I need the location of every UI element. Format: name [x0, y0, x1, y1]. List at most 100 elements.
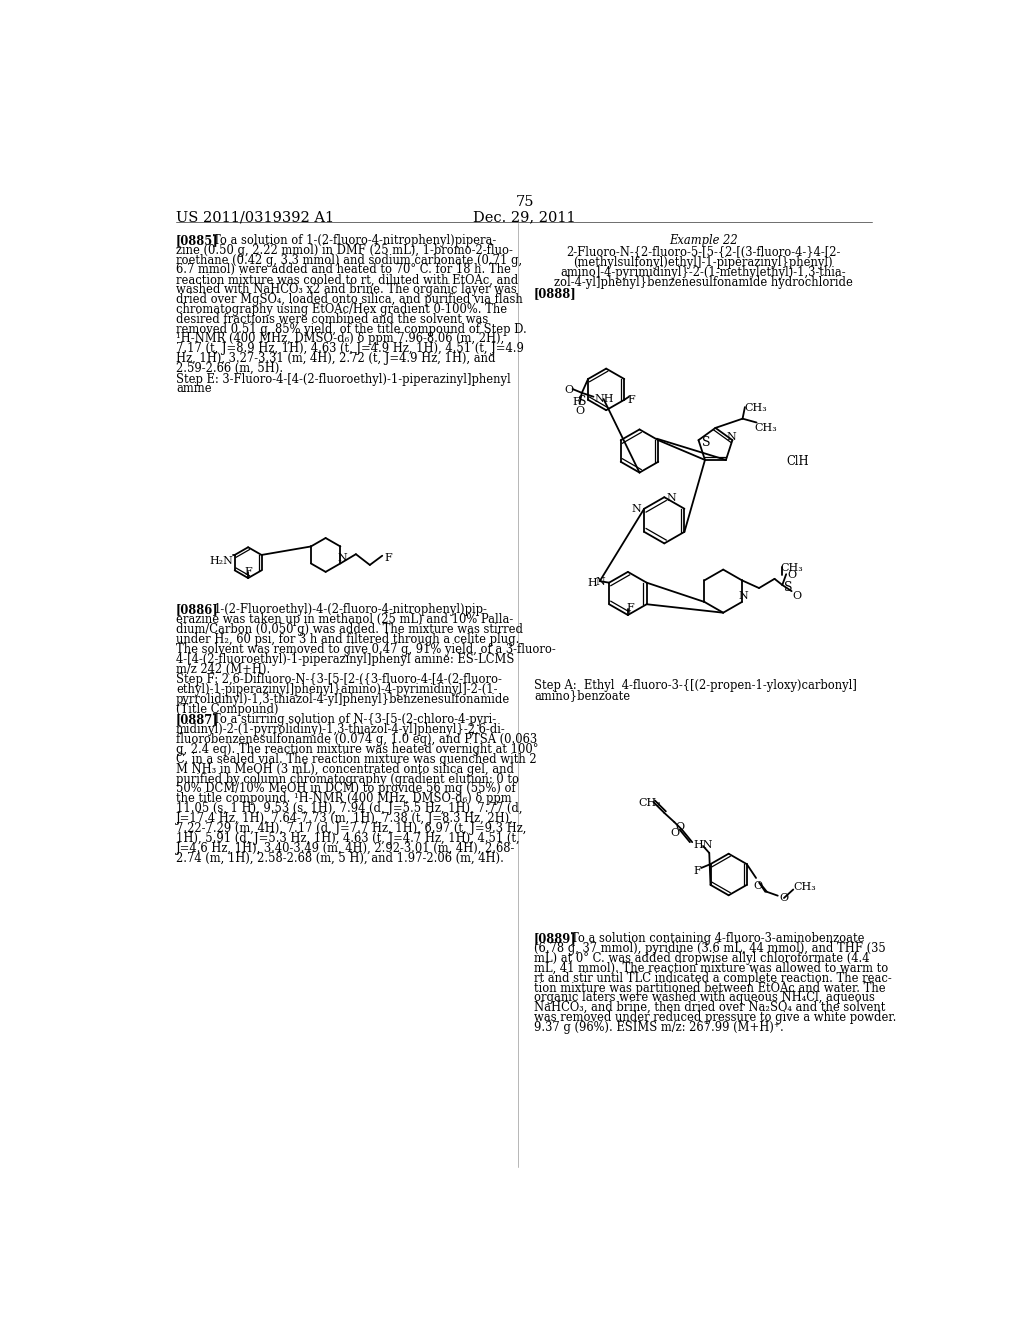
Text: (Title Compound): (Title Compound) [176, 702, 279, 715]
Text: [0887]: [0887] [176, 713, 219, 726]
Text: CH₃: CH₃ [780, 564, 803, 573]
Text: To a solution containing 4-fluoro-3-aminobenzoate: To a solution containing 4-fluoro-3-amin… [571, 932, 865, 945]
Text: 11.05 (s, 1 H), 9.53 (s, 1H), 7.94 (d, J=5.5 Hz, 1H), 7.77 (d,: 11.05 (s, 1 H), 9.53 (s, 1H), 7.94 (d, J… [176, 803, 522, 816]
Text: washed with NaHCO₃ x2 and brine. The organic layer was: washed with NaHCO₃ x2 and brine. The org… [176, 284, 517, 296]
Text: fluorobenzenesulfonamide (0.074 g, 1.0 eq), and PTSA (0.063: fluorobenzenesulfonamide (0.074 g, 1.0 e… [176, 733, 538, 746]
Text: zine (0.50 g, 2.22 mmol) in DMF (25 mL), 1-bromo-2-fluo-: zine (0.50 g, 2.22 mmol) in DMF (25 mL),… [176, 244, 513, 256]
Text: N: N [595, 577, 605, 587]
Text: NaHCO₃, and brine, then dried over Na₂SO₄ and the solvent: NaHCO₃, and brine, then dried over Na₂SO… [535, 1002, 886, 1014]
Text: ClH: ClH [786, 455, 809, 467]
Text: CH₂: CH₂ [638, 797, 660, 808]
Text: removed 0.51 g, 85% yield, of the title compound of Step D.: removed 0.51 g, 85% yield, of the title … [176, 322, 526, 335]
Text: NH: NH [594, 393, 613, 404]
Text: was removed under reduced pressure to give a white powder.: was removed under reduced pressure to gi… [535, 1011, 896, 1024]
Text: 6.7 mmol) were added and heated to 70° C. for 18 h. The: 6.7 mmol) were added and heated to 70° C… [176, 264, 511, 276]
Text: dried over MgSO₄, loaded onto silica, and purified via flash: dried over MgSO₄, loaded onto silica, an… [176, 293, 523, 306]
Text: J=17.4 Hz, 1H), 7.64-7.73 (m, 1H), 7.38 (t, J=8.3 Hz, 2H),: J=17.4 Hz, 1H), 7.64-7.73 (m, 1H), 7.38 … [176, 812, 514, 825]
Text: N: N [667, 492, 677, 503]
Text: Example 22: Example 22 [669, 234, 737, 247]
Text: mL, 41 mmol). The reaction mixture was allowed to warm to: mL, 41 mmol). The reaction mixture was a… [535, 962, 889, 974]
Text: desired fractions were combined and the solvent was: desired fractions were combined and the … [176, 313, 488, 326]
Text: tion mixture was partitioned between EtOAc and water. The: tion mixture was partitioned between EtO… [535, 982, 886, 994]
Text: C. in a sealed vial. The reaction mixture was quenched with 2: C. in a sealed vial. The reaction mixtur… [176, 752, 537, 766]
Text: pyrrolidinyl)-1,3-thiazol-4-yl]phenyl}benzenesulfonamide: pyrrolidinyl)-1,3-thiazol-4-yl]phenyl}be… [176, 693, 510, 706]
Text: 9.37 g (96%). ESIMS m/z: 267.99 (M+H)⁺.: 9.37 g (96%). ESIMS m/z: 267.99 (M+H)⁺. [535, 1020, 783, 1034]
Text: O: O [671, 829, 680, 838]
Text: S: S [578, 395, 587, 408]
Text: O: O [754, 880, 763, 891]
Text: J=4.6 Hz, 1H), 3.40-3.49 (m, 4H), 2.92-3.01 (m, 4H), 2.68-: J=4.6 Hz, 1H), 3.40-3.49 (m, 4H), 2.92-3… [176, 842, 515, 854]
Text: rt and stir until TLC indicated a complete reaction. The reac-: rt and stir until TLC indicated a comple… [535, 972, 892, 985]
Text: Step E: 3-Fluoro-4-[4-(2-fluoroethyl)-1-piperazinyl]phenyl: Step E: 3-Fluoro-4-[4-(2-fluoroethyl)-1-… [176, 372, 511, 385]
Text: 75: 75 [515, 195, 535, 210]
Text: CH₃: CH₃ [744, 404, 767, 413]
Text: ethyl)-1-piperazinyl]phenyl}amino)-4-pyrimidinyl]-2-(1-: ethyl)-1-piperazinyl]phenyl}amino)-4-pyr… [176, 682, 498, 696]
Text: O: O [786, 570, 796, 579]
Text: purified by column chromatography (gradient elution: 0 to: purified by column chromatography (gradi… [176, 772, 519, 785]
Text: chromatography using EtOAc/Hex gradient 0-100%. The: chromatography using EtOAc/Hex gradient … [176, 302, 507, 315]
Text: dium/Carbon (0.050 g) was added. The mixture was stirred: dium/Carbon (0.050 g) was added. The mix… [176, 623, 523, 636]
Text: Dec. 29, 2011: Dec. 29, 2011 [473, 211, 577, 224]
Text: N: N [337, 553, 347, 564]
Text: (methylsulfonyl)ethyl]-1-piperazinyl}phenyl): (methylsulfonyl)ethyl]-1-piperazinyl}phe… [573, 256, 833, 269]
Text: O: O [675, 822, 684, 832]
Text: The solvent was removed to give 0.47 g, 91% yield, of a 3-fluoro-: The solvent was removed to give 0.47 g, … [176, 643, 556, 656]
Text: F: F [627, 603, 634, 612]
Text: 50% DCM/10% MeOH in DCM) to provide 56 mg (55%) of: 50% DCM/10% MeOH in DCM) to provide 56 m… [176, 783, 516, 796]
Text: Step A:  Ethyl  4-fluoro-3-{[(2-propen-1-yloxy)carbonyl]: Step A: Ethyl 4-fluoro-3-{[(2-propen-1-y… [535, 678, 857, 692]
Text: 7.17 (t, J=8.9 Hz, 1H), 4.63 (t, J=4.9 Hz, 1H), 4.51 (t, J=4.9: 7.17 (t, J=8.9 Hz, 1H), 4.63 (t, J=4.9 H… [176, 342, 524, 355]
Text: F: F [245, 568, 252, 577]
Text: ¹H-NMR (400 MHz, DMSO-d₆) δ ppm 7.96-8.06 (m, 2H),: ¹H-NMR (400 MHz, DMSO-d₆) δ ppm 7.96-8.0… [176, 333, 504, 346]
Text: amino]-4-pyrimidinyl}-2-(1-methylethyl)-1,3-thia-: amino]-4-pyrimidinyl}-2-(1-methylethyl)-… [560, 265, 846, 279]
Text: roethane (0.42 g, 3.3 mmol) and sodium carbonate (0.71 g,: roethane (0.42 g, 3.3 mmol) and sodium c… [176, 253, 522, 267]
Text: CH₃: CH₃ [755, 422, 777, 433]
Text: [0889]: [0889] [535, 932, 577, 945]
Text: S: S [701, 436, 710, 449]
Text: O: O [574, 407, 584, 416]
Text: [0886]: [0886] [176, 603, 219, 616]
Text: [0888]: [0888] [535, 286, 577, 300]
Text: midinyl)-2-(1-pyrrolidiny)-1,3-thiazol-4-yl]phenyl}-2,6-di-: midinyl)-2-(1-pyrrolidiny)-1,3-thiazol-4… [176, 723, 506, 737]
Text: 2.74 (m, 1H), 2.58-2.68 (m, 5 H), and 1.97-2.06 (m, 4H).: 2.74 (m, 1H), 2.58-2.68 (m, 5 H), and 1.… [176, 851, 504, 865]
Text: mL) at 0° C. was added dropwise allyl chloroformate (4.4: mL) at 0° C. was added dropwise allyl ch… [535, 952, 869, 965]
Text: F: F [628, 395, 635, 405]
Text: amine: amine [176, 383, 212, 396]
Text: To a stirring solution of N-{3-[5-(2-chloro-4-pyri-: To a stirring solution of N-{3-[5-(2-chl… [213, 713, 497, 726]
Text: N: N [726, 433, 736, 442]
Text: To a solution of 1-(2-fluoro-4-nitrophenyl)pipera-: To a solution of 1-(2-fluoro-4-nitrophen… [213, 234, 497, 247]
Text: the title compound. ¹H-NMR (400 MHz, DMSO-d₆) δ ppm: the title compound. ¹H-NMR (400 MHz, DMS… [176, 792, 512, 805]
Text: N: N [632, 504, 641, 513]
Text: Step F: 2,6-Difluoro-N-{3-[5-[2-({3-fluoro-4-[4-(2-fluoro-: Step F: 2,6-Difluoro-N-{3-[5-[2-({3-fluo… [176, 673, 502, 686]
Text: 7.22-7.29 (m, 4H), 7.17 (d, J=7.7 Hz, 1H), 6.97 (t, J=9.3 Hz,: 7.22-7.29 (m, 4H), 7.17 (d, J=7.7 Hz, 1H… [176, 822, 526, 834]
Text: F: F [572, 397, 581, 407]
Text: O: O [565, 385, 573, 395]
Text: HN: HN [693, 840, 713, 850]
Text: F: F [385, 553, 392, 562]
Text: organic laters were washed with aqueous NH₄Cl, aqueous: organic laters were washed with aqueous … [535, 991, 874, 1005]
Text: 2.59-2.66 (m, 5H).: 2.59-2.66 (m, 5H). [176, 362, 284, 375]
Text: reaction mixture was cooled to rt, diluted with EtOAc, and: reaction mixture was cooled to rt, dilut… [176, 273, 518, 286]
Text: O: O [779, 892, 788, 903]
Text: Hz, 1H), 3.27-3.31 (m, 4H), 2.72 (t, J=4.9 Hz, 1H), and: Hz, 1H), 3.27-3.31 (m, 4H), 2.72 (t, J=4… [176, 352, 496, 366]
Text: N: N [738, 591, 748, 601]
Text: S: S [783, 581, 793, 594]
Text: US 2011/0319392 A1: US 2011/0319392 A1 [176, 211, 334, 224]
Text: amino}benzoate: amino}benzoate [535, 689, 630, 702]
Text: [0885]: [0885] [176, 234, 219, 247]
Text: 1-(2-Fluoroethyl)-4-(2-fluoro-4-nitrophenyl)pip-: 1-(2-Fluoroethyl)-4-(2-fluoro-4-nitrophe… [213, 603, 487, 616]
Text: (6.78 g, 37 mmol), pyridine (3.6 mL, 44 mmol), and THF (35: (6.78 g, 37 mmol), pyridine (3.6 mL, 44 … [535, 942, 886, 956]
Text: under H₂, 60 psi, for 3 h and filtered through a celite plug.: under H₂, 60 psi, for 3 h and filtered t… [176, 634, 519, 645]
Text: H: H [588, 578, 597, 587]
Text: 2-Fluoro-N-{2-fluoro-5-[5-{2-[(3-fluoro-4-}4-[2-: 2-Fluoro-N-{2-fluoro-5-[5-{2-[(3-fluoro-… [566, 246, 841, 259]
Text: g, 2.4 eq). The reaction mixture was heated overnight at 100°: g, 2.4 eq). The reaction mixture was hea… [176, 743, 539, 756]
Text: 4-[4-(2-fluoroethyl)-1-piperazinyl]phenyl amine: ES-LCMS: 4-[4-(2-fluoroethyl)-1-piperazinyl]pheny… [176, 653, 514, 665]
Text: 1H), 5.91 (d, J=5.3 Hz, 1H), 4.63 (t, J=4.7 Hz, 1H), 4.51 (t,: 1H), 5.91 (d, J=5.3 Hz, 1H), 4.63 (t, J=… [176, 832, 519, 845]
Text: m/z 242 (M+H).: m/z 242 (M+H). [176, 663, 270, 676]
Text: H₂N: H₂N [210, 557, 233, 566]
Text: zol-4-yl]phenyl}benzenesulfonamide hydrochloride: zol-4-yl]phenyl}benzenesulfonamide hydro… [554, 276, 853, 289]
Text: F: F [693, 866, 701, 875]
Text: erazine was taken up in methanol (25 mL) and 10% Palla-: erazine was taken up in methanol (25 mL)… [176, 614, 513, 626]
Text: M NH₃ in MeOH (3 mL), concentrated onto silica gel, and: M NH₃ in MeOH (3 mL), concentrated onto … [176, 763, 514, 776]
Text: CH₃: CH₃ [794, 882, 816, 892]
Text: O: O [793, 591, 802, 601]
